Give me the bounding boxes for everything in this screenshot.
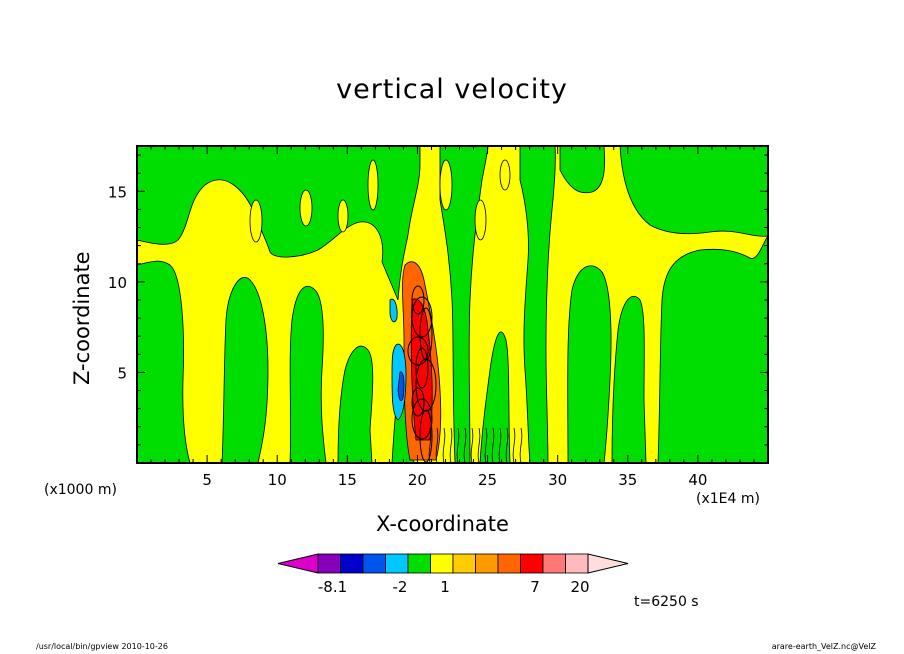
surface-wave-line-4 [449, 427, 453, 463]
surface-wave-line-5 [456, 427, 460, 463]
field-yellow-streak-5 [439, 159, 453, 211]
colorbar-segment [385, 553, 409, 574]
colorbar-segment [452, 553, 476, 574]
plot-frame [136, 145, 769, 464]
x-tick-label: 30 [548, 471, 567, 489]
x-tick-label: 15 [338, 471, 357, 489]
colorbar-segment [542, 553, 566, 574]
surface-wave-line-3 [442, 427, 446, 463]
colorbar-min-arrow [277, 553, 319, 574]
surface-wave-line-14 [519, 427, 523, 463]
colorbar-segment [407, 553, 431, 574]
surface-wave-line-8 [477, 427, 481, 463]
field-green-column-4 [479, 331, 511, 463]
surface-wave-line-2 [435, 427, 439, 463]
x-axis-label: X-coordinate [376, 512, 509, 536]
field-yellow-streak-6 [474, 199, 487, 241]
chart-title: vertical velocity [336, 74, 568, 105]
time-label: t=6250 s [634, 594, 699, 610]
colorbar-tick-label: 20 [570, 578, 589, 596]
x-tick-label: 35 [618, 471, 637, 489]
field-yellow-streak-2 [299, 189, 313, 227]
z-tick-label: 15 [108, 183, 127, 201]
colorbar-segment [475, 553, 499, 574]
surface-wave-line-1 [428, 427, 432, 463]
core-contour-5 [415, 347, 429, 389]
core-cyan-small [389, 298, 398, 323]
surface-wave-line-12 [505, 427, 509, 463]
colorbar-segment [430, 553, 454, 574]
colorbar-segment [362, 553, 386, 574]
field-green-top-notch [559, 146, 606, 194]
colorbar-max-arrow [587, 553, 629, 574]
x-tick-label: 10 [268, 471, 287, 489]
core-contour-8 [411, 398, 433, 440]
surface-wave-line-6 [463, 427, 467, 463]
core-contour-7 [411, 387, 425, 417]
x-tick-label: 5 [202, 471, 212, 489]
core-contour-2 [411, 296, 433, 338]
z-tick-label: 5 [117, 364, 127, 382]
field-green-column-7 [611, 295, 647, 463]
core-contour-4 [407, 336, 429, 366]
colorbar-segment [317, 553, 341, 574]
core-blue-downdraft [397, 371, 405, 402]
field-green-column-2 [289, 285, 327, 463]
contour-fill-layer [137, 146, 768, 463]
field-green-column-3 [337, 345, 374, 463]
colorbar-segment [520, 553, 544, 574]
core-contour-6 [415, 358, 437, 412]
field-green-column-5 [519, 146, 556, 463]
field-yellow-streak-7 [499, 159, 511, 191]
field-green-top-left [137, 146, 421, 301]
surface-wave-line-7 [470, 427, 474, 463]
field-yellow-streak-1 [249, 199, 263, 243]
z-tick-label: 10 [108, 274, 127, 292]
surface-wave-line-10 [491, 427, 495, 463]
colorbar-segment [497, 553, 521, 574]
x-tick-label: 25 [478, 471, 497, 489]
x-tick-label: 40 [688, 471, 707, 489]
field-green-right-band [657, 235, 768, 463]
footer-left: /usr/local/bin/gpview 2010-10-26 [36, 642, 168, 651]
surface-wave-line-11 [498, 427, 502, 463]
field-green-left-band [137, 260, 191, 463]
colorbar-tick-label: 7 [530, 578, 540, 596]
colorbar-segment [565, 553, 589, 574]
footer-right: arare-earth_VelZ.nc@VelZ [771, 642, 876, 651]
x-tick-label: 20 [408, 471, 427, 489]
surface-wave-line-9 [484, 427, 488, 463]
z-axis-label: Z-coordinate [70, 251, 94, 385]
field-yellow-streak-4 [367, 159, 379, 211]
field-green-column-1 [221, 277, 269, 463]
colorbar-tick-label: 1 [440, 578, 450, 596]
surface-wave-line-13 [512, 427, 516, 463]
field-green-top-right [619, 146, 768, 237]
x-unit-label: (x1000 m) [44, 482, 117, 498]
colorbar-tick-label: -8.1 [318, 578, 347, 596]
field-green-column-6 [567, 265, 612, 463]
field-yellow-streak-3 [337, 199, 349, 233]
colorbar-tick-label: -2 [393, 578, 408, 596]
colorbar-segment [340, 553, 364, 574]
z-unit-label: (x1E4 m) [696, 491, 760, 507]
core-contour-1 [411, 285, 425, 315]
